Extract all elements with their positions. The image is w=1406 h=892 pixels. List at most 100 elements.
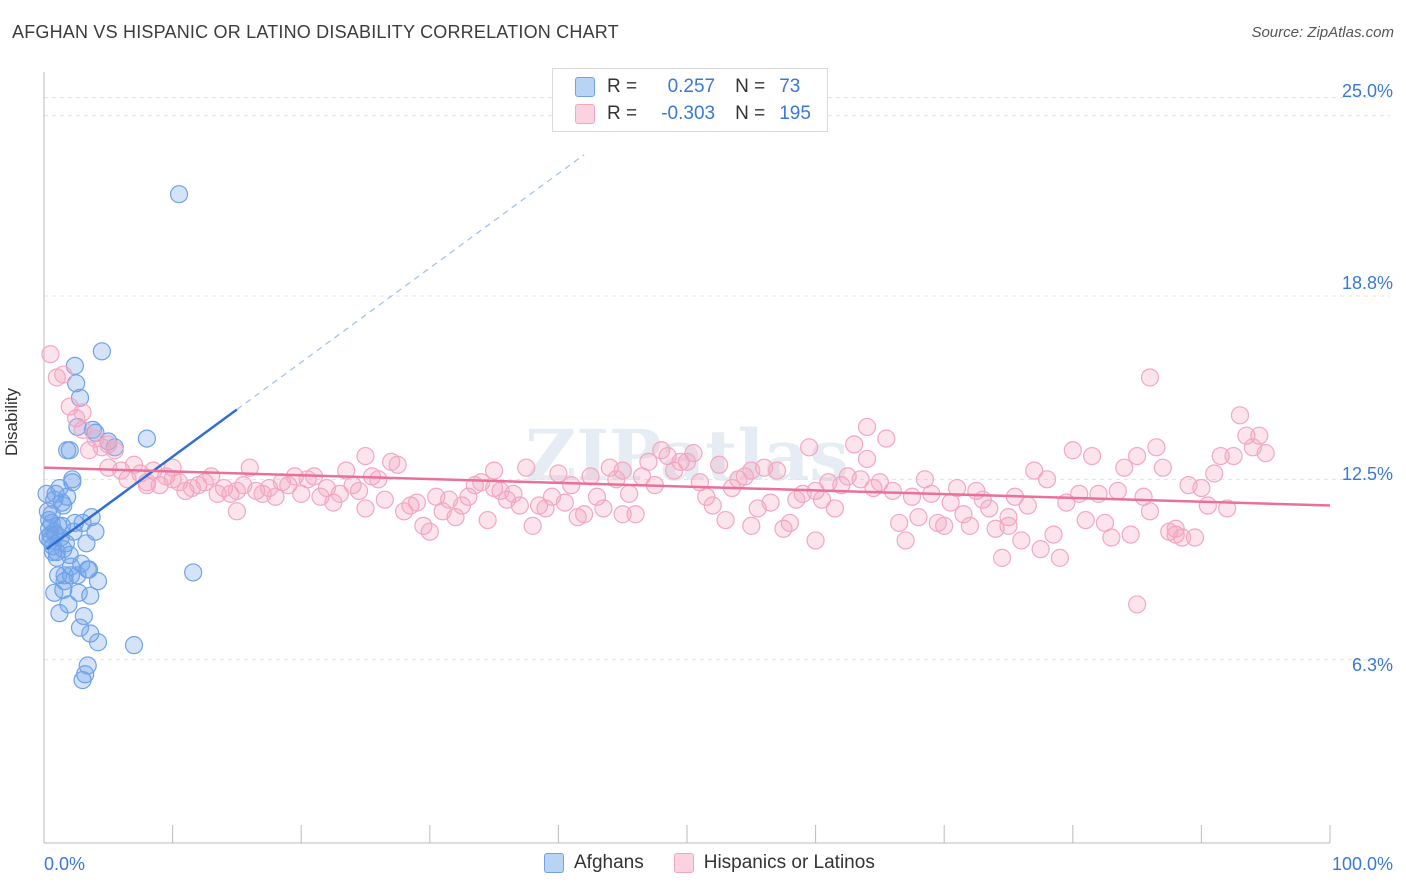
hispanic-point [407,493,427,512]
hispanics-r-value: -0.303 [661,103,716,124]
hispanic-point [356,446,375,466]
hispanic-point [330,484,349,503]
hispanic-point [1025,461,1044,480]
afghans-legend-label: Afghans [574,852,644,873]
hispanic-point [1218,499,1237,518]
afghan-point [73,670,92,690]
hispanic-point [857,449,877,469]
hispanic-point [1256,444,1275,463]
y-tick-label: 18.8% [1342,273,1393,293]
hispanic-point [349,481,369,501]
hispanic-point [562,476,581,495]
hispanic-point [902,487,922,506]
hispanic-point [1050,548,1070,567]
hispanic-point [1063,441,1082,460]
hispanic-point [992,548,1012,567]
hispanic-point [1224,446,1243,466]
hispanic-point [99,458,118,477]
chart-title: AFGHAN VS HISPANIC OR LATINO DISABILITY … [12,22,619,42]
hispanic-point [478,510,497,530]
hispanic-point [1192,478,1211,498]
afghans-swatch [575,77,595,97]
hispanic-point [1153,458,1172,477]
hispanic-point [1018,496,1037,515]
hispanic-point [41,345,60,364]
hispanic-point [504,484,523,503]
hispanic-point [1115,458,1134,477]
afghan-point [67,374,86,393]
legend-item-hispanics: Hispanics or Latinos [673,852,875,874]
hispanic-point [587,487,607,506]
hispanic-point [671,452,690,471]
hispanics-legend-label: Hispanics or Latinos [703,852,875,873]
hispanic-point [227,481,246,501]
x-tick-label-min: 0.0% [44,854,85,874]
hispanic-point [613,505,632,524]
hispanic-point [1082,446,1102,466]
afghan-point [88,633,108,652]
y-tick-label: 6.3% [1352,655,1393,675]
hispanic-point [851,470,870,489]
hispanics-r-label: R = [607,103,638,124]
hispanic-point [105,441,124,460]
legend-item-afghans: Afghans [544,852,644,874]
hispanic-point [742,516,761,535]
y-tick-label: 12.5% [1342,464,1393,484]
hispanic-point [857,417,877,437]
afghan-point [63,470,82,489]
source-label: Source: ZipAtlas.com [1251,24,1394,41]
hispanic-point [626,505,645,524]
afghans-r-label: R = [607,76,638,97]
hispanic-point [1185,528,1205,547]
hispanic-point [1044,525,1063,544]
hispanic-point [1037,470,1057,489]
legend-row-afghans: R = 0.257 N = 73 [575,75,800,99]
hispanic-point [1147,438,1166,457]
hispanic-point [870,473,890,492]
hispanic-point [639,452,658,471]
hispanic-point [1237,426,1256,445]
hispanic-point [73,403,92,422]
x-tick-label-max: 100.0% [1332,854,1393,874]
hispanic-point [742,461,761,480]
hispanic-point [780,513,799,533]
afghan-point [169,185,189,204]
hispanic-point [999,516,1018,535]
afghan-point [184,563,203,582]
hispanic-point [1102,528,1121,547]
hispanics-n-label: N = [735,103,766,124]
hispanic-point [947,478,967,498]
hispanic-point [954,505,973,524]
hispanic-point [485,461,504,480]
afghan-point [137,429,156,448]
hispanic-point [1070,484,1089,503]
hispanic-point [800,438,819,457]
hispanic-point [227,502,246,521]
afghans-r-value: 0.257 [667,76,716,97]
hispanic-point [356,499,375,518]
afghan-point [70,618,90,637]
hispanic-point [890,513,909,533]
hispanic-point [1140,368,1160,387]
hispanic-point [1211,446,1230,466]
hispanic-point [1121,525,1140,544]
hispanic-point [1012,531,1031,550]
hispanic-point [1198,496,1217,515]
hispanic-point [485,478,504,498]
series-legend: Afghans Hispanics or Latinos [544,852,905,874]
hispanic-point [388,455,407,474]
afghan-point [54,540,73,559]
hispanic-point [980,499,999,518]
hispanic-trend-line [43,466,1331,507]
hispanic-point [575,505,594,524]
hispanic-point [1205,464,1224,483]
y-axis-label: Disability [2,387,21,456]
afghan-point [50,604,69,623]
hispanic-point [825,499,844,518]
afghan-point [78,560,97,579]
afghan-point [52,493,72,512]
hispanic-point [1108,481,1127,501]
afghan-point [58,441,77,460]
y-tick-label: 25.0% [1342,81,1393,101]
